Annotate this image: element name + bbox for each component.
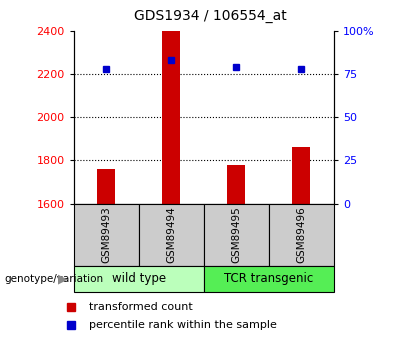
Bar [162, 31, 180, 204]
Text: transformed count: transformed count [89, 302, 192, 312]
Bar [292, 148, 310, 204]
Text: percentile rank within the sample: percentile rank within the sample [89, 320, 277, 330]
Text: TCR transgenic: TCR transgenic [224, 272, 313, 285]
Text: GSM89494: GSM89494 [166, 206, 176, 263]
Bar [97, 169, 115, 204]
Bar [74, 266, 204, 292]
Bar [204, 266, 334, 292]
Text: GDS1934 / 106554_at: GDS1934 / 106554_at [134, 9, 286, 23]
Text: wild type: wild type [112, 272, 165, 285]
Bar [139, 204, 204, 266]
Bar [74, 204, 139, 266]
Text: GSM89496: GSM89496 [297, 206, 306, 263]
Text: ▶: ▶ [58, 272, 68, 285]
Text: GSM89493: GSM89493 [101, 206, 111, 263]
Text: genotype/variation: genotype/variation [4, 274, 103, 284]
Bar [204, 204, 269, 266]
Text: GSM89495: GSM89495 [231, 206, 241, 263]
Bar [227, 165, 245, 204]
Bar [269, 204, 334, 266]
